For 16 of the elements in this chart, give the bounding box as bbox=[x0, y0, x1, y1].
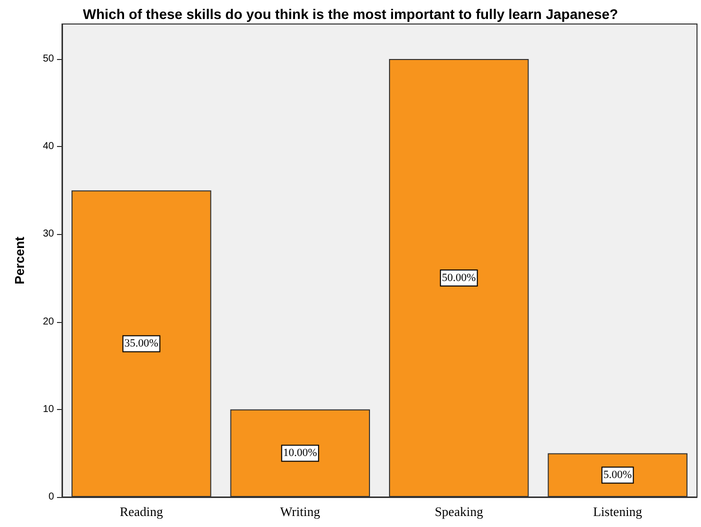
y-tick-label: 10 bbox=[42, 404, 54, 415]
x-tick-label: Reading bbox=[120, 504, 164, 519]
data-label: 5.00% bbox=[603, 469, 632, 482]
data-label: 50.00% bbox=[442, 272, 476, 284]
x-tick-label: Writing bbox=[280, 504, 321, 519]
data-label: 10.00% bbox=[283, 447, 318, 460]
y-axis-title: Percent bbox=[12, 236, 27, 284]
y-tick-label: 40 bbox=[42, 141, 54, 152]
chart-title: Which of these skills do you think is the most important to fully learn Japanese? bbox=[82, 6, 618, 22]
y-tick-label: 50 bbox=[42, 54, 54, 65]
y-tick-label: 0 bbox=[48, 492, 54, 502]
data-label: 35.00% bbox=[124, 338, 158, 350]
y-tick-label: 30 bbox=[42, 228, 54, 240]
x-tick-label: Speaking bbox=[434, 504, 484, 519]
x-tick-label: Listening bbox=[593, 504, 643, 519]
y-tick-label: 20 bbox=[42, 316, 54, 328]
